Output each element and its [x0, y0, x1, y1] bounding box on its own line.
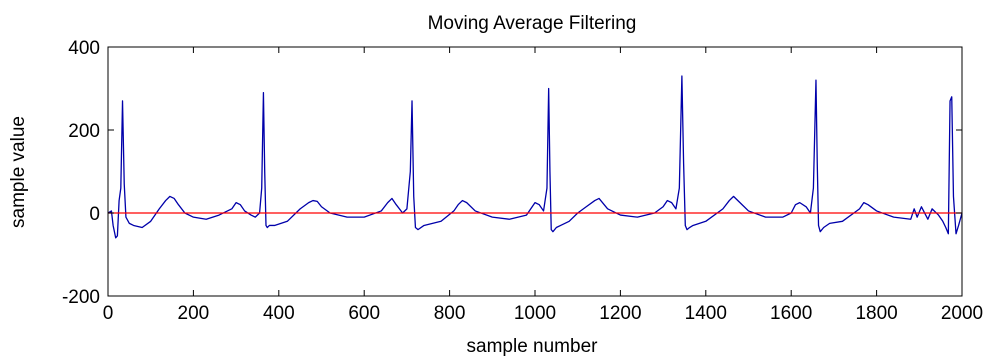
- x-tick-label: 1600: [770, 303, 812, 324]
- x-tick-label: 800: [434, 303, 466, 324]
- x-tick-label: 400: [263, 303, 295, 324]
- x-axis-label: sample number: [467, 336, 599, 357]
- y-axis-ticks: -200 0 200 400: [62, 38, 962, 308]
- y-tick-label: 400: [68, 38, 100, 59]
- y-tick-label: 200: [68, 121, 100, 142]
- y-axis-label: sample value: [8, 116, 29, 228]
- x-tick-label: 2000: [941, 303, 983, 324]
- plot-area: [108, 47, 962, 296]
- chart-title: Moving Average Filtering: [428, 13, 637, 34]
- series-layer: [107, 75, 963, 239]
- series-line-1: [107, 75, 963, 239]
- y-tick-label: -200: [62, 287, 100, 308]
- y-tick-label: 0: [89, 204, 100, 225]
- x-tick-label: 600: [348, 303, 380, 324]
- x-tick-label: 0: [103, 303, 114, 324]
- x-axis-ticks: 0 200 400 600 800 1000 1200 1400 1600 1800 2000: [103, 47, 983, 324]
- x-tick-label: 1000: [514, 303, 556, 324]
- x-tick-label: 200: [178, 303, 210, 324]
- x-tick-label: 1800: [855, 303, 897, 324]
- x-tick-label: 1400: [685, 303, 727, 324]
- x-tick-label: 1200: [599, 303, 641, 324]
